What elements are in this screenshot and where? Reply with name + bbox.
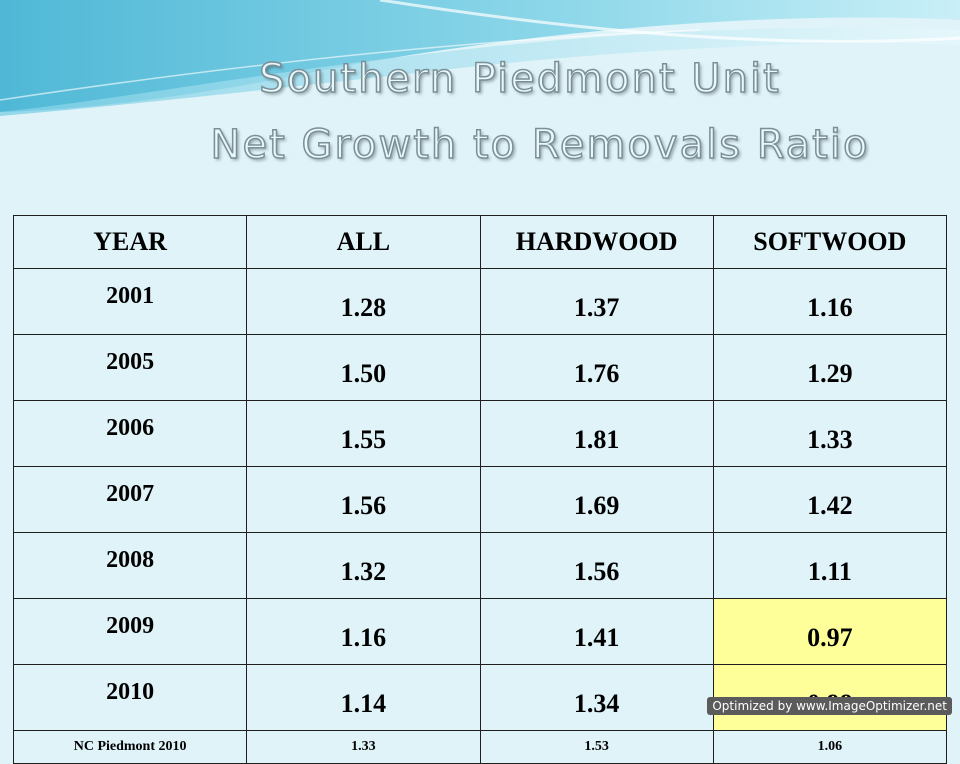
header-swoosh-graphic — [0, 0, 960, 116]
softwood-cell: 1.42 — [712, 466, 948, 533]
table-row: 2009 1.16 1.41 0.97 — [12, 598, 948, 665]
softwood-cell: 1.16 — [712, 268, 948, 335]
year-cell: 2005 — [12, 334, 248, 401]
slide-title-line-2: Net Growth to Removals Ratio — [210, 121, 870, 169]
ratio-table: YEAR ALL HARDWOOD SOFTWOOD 2001 1.28 1.3… — [12, 215, 948, 764]
year-cell: 2007 — [12, 466, 248, 533]
year-cell: 2006 — [12, 400, 248, 467]
all-cell: 1.55 — [246, 400, 481, 467]
slide-title-line-1: Southern Piedmont Unit — [258, 55, 781, 103]
header-softwood: SOFTWOOD — [712, 215, 948, 269]
all-cell: 1.14 — [246, 664, 481, 731]
all-cell: 1.16 — [246, 598, 481, 665]
table-row: 2005 1.50 1.76 1.29 — [12, 334, 948, 401]
header-all: ALL — [246, 215, 481, 269]
table-row: 2006 1.55 1.81 1.33 — [12, 400, 948, 467]
header-year: YEAR — [12, 215, 248, 269]
header-hardwood: HARDWOOD — [479, 215, 714, 269]
hardwood-cell: 1.37 — [479, 268, 714, 335]
table-row: 2008 1.32 1.56 1.11 — [12, 532, 948, 599]
all-cell: 1.56 — [246, 466, 481, 533]
hardwood-cell: 1.76 — [479, 334, 714, 401]
year-cell: 2008 — [12, 532, 248, 599]
table-row: 2007 1.56 1.69 1.42 — [12, 466, 948, 533]
table-row: 2001 1.28 1.37 1.16 — [12, 268, 948, 335]
hardwood-cell: 1.34 — [479, 664, 714, 731]
all-cell: 1.50 — [246, 334, 481, 401]
table-header-row: YEAR ALL HARDWOOD SOFTWOOD — [12, 215, 948, 269]
all-cell: 1.32 — [246, 532, 481, 599]
footer-softwood-cell: 1.06 — [712, 730, 948, 764]
hardwood-cell: 1.81 — [479, 400, 714, 467]
softwood-cell: 1.29 — [712, 334, 948, 401]
softwood-cell-highlighted: 0.97 — [712, 598, 948, 665]
softwood-cell: 1.11 — [712, 532, 948, 599]
all-cell: 1.28 — [246, 268, 481, 335]
year-cell: 2010 — [12, 664, 248, 731]
footer-all-cell: 1.33 — [246, 730, 481, 764]
table-footer-row: NC Piedmont 2010 1.33 1.53 1.06 — [12, 730, 948, 764]
optimizer-watermark-badge: Optimized by www.ImageOptimizer.net — [707, 697, 952, 715]
hardwood-cell: 1.56 — [479, 532, 714, 599]
footer-label-cell: NC Piedmont 2010 — [12, 730, 248, 764]
hardwood-cell: 1.41 — [479, 598, 714, 665]
year-cell: 2009 — [12, 598, 248, 665]
hardwood-cell: 1.69 — [479, 466, 714, 533]
footer-hardwood-cell: 1.53 — [479, 730, 714, 764]
year-cell: 2001 — [12, 268, 248, 335]
softwood-cell: 1.33 — [712, 400, 948, 467]
